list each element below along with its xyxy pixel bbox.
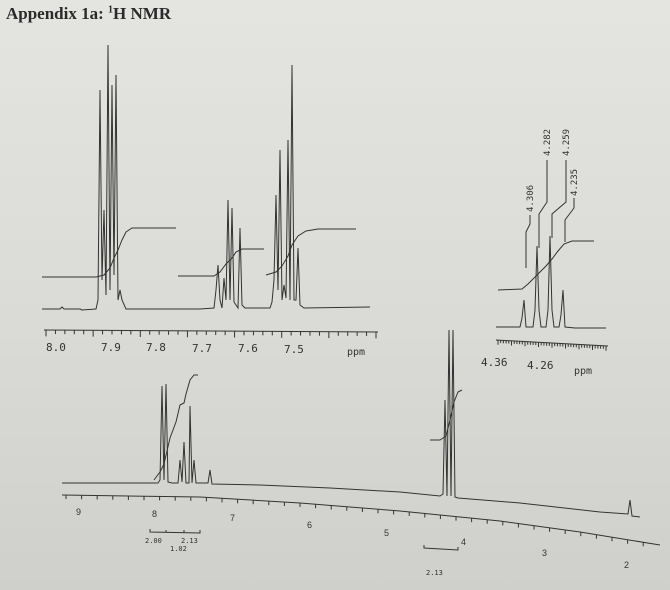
aromatic-tick-label: 7.5 <box>284 343 304 356</box>
title-prefix: Appendix 1a: <box>6 4 109 23</box>
aromatic-expansion: 8.0 7.9 7.8 7.7 7.6 7.5 ppm <box>42 44 379 358</box>
quartet-unit-label: ppm <box>574 366 592 377</box>
integral-bracket-ch2 <box>423 545 459 551</box>
aromatic-tick-label: 7.7 <box>192 342 212 355</box>
full-baseline <box>62 329 641 518</box>
peak-leader-3 <box>551 160 567 238</box>
peak-leader-1 <box>525 215 531 268</box>
aromatic-tick-label: 7.6 <box>238 342 258 355</box>
full-tick-label: 9 <box>76 507 81 517</box>
full-tick-label: 5 <box>384 528 389 538</box>
integral-bracket-aromatic <box>149 529 201 534</box>
full-tick-label: 6 <box>307 520 312 530</box>
quartet-tick-label: 4.26 <box>527 359 554 372</box>
aromatic-integral-3 <box>265 228 356 276</box>
quartet-integral <box>497 240 594 291</box>
integral-value-ch2: 2.13 <box>426 569 443 577</box>
aromatic-minor-ticks <box>45 330 377 339</box>
aromatic-axis <box>43 329 379 333</box>
aromatic-unit-label: ppm <box>347 347 365 358</box>
full-tick-label: 2 <box>624 560 629 570</box>
peak-label: 4.306 <box>526 185 536 212</box>
page-title: Appendix 1a: 1H NMR <box>6 4 171 24</box>
aromatic-tick-label: 7.8 <box>146 341 166 354</box>
peak-leader-4 <box>564 198 575 242</box>
aromatic-integral-2 <box>178 248 264 277</box>
aromatic-integral-1 <box>42 227 176 278</box>
integral-value: 2.00 <box>145 537 162 545</box>
quartet-expansion: 4.306 4.282 4.259 4.235 4.36 4.26 ppm <box>481 129 609 377</box>
full-minor-ticks <box>65 495 644 547</box>
title-suffix: H NMR <box>113 4 172 23</box>
aromatic-tick-label: 8.0 <box>46 341 66 354</box>
full-tick-label: 8 <box>152 509 157 519</box>
title-superscript: 1 <box>108 4 114 16</box>
peak-label: 4.282 <box>543 129 553 156</box>
peak-leader-2 <box>538 160 548 248</box>
full-integral-ch2 <box>430 389 463 441</box>
aromatic-tick-label: 7.9 <box>101 341 121 354</box>
full-tick-label: 7 <box>230 513 235 523</box>
full-tick-label: 4 <box>461 537 466 547</box>
quartet-tick-label: 4.36 <box>481 356 508 369</box>
quartet-minor-ticks <box>497 340 607 351</box>
aromatic-baseline <box>42 44 371 311</box>
full-tick-label: 3 <box>542 548 547 558</box>
full-axis <box>61 494 661 546</box>
full-integral-aromatic <box>153 374 198 481</box>
full-spectrum: 9 8 7 6 5 4 3 2 2.00 2.13 1.02 2.13 <box>61 329 661 577</box>
peak-label: 4.259 <box>562 129 572 156</box>
peak-label: 4.235 <box>570 169 580 196</box>
quartet-baseline <box>496 235 606 329</box>
integral-value: 2.13 <box>181 537 198 545</box>
integral-value: 1.02 <box>170 545 187 553</box>
